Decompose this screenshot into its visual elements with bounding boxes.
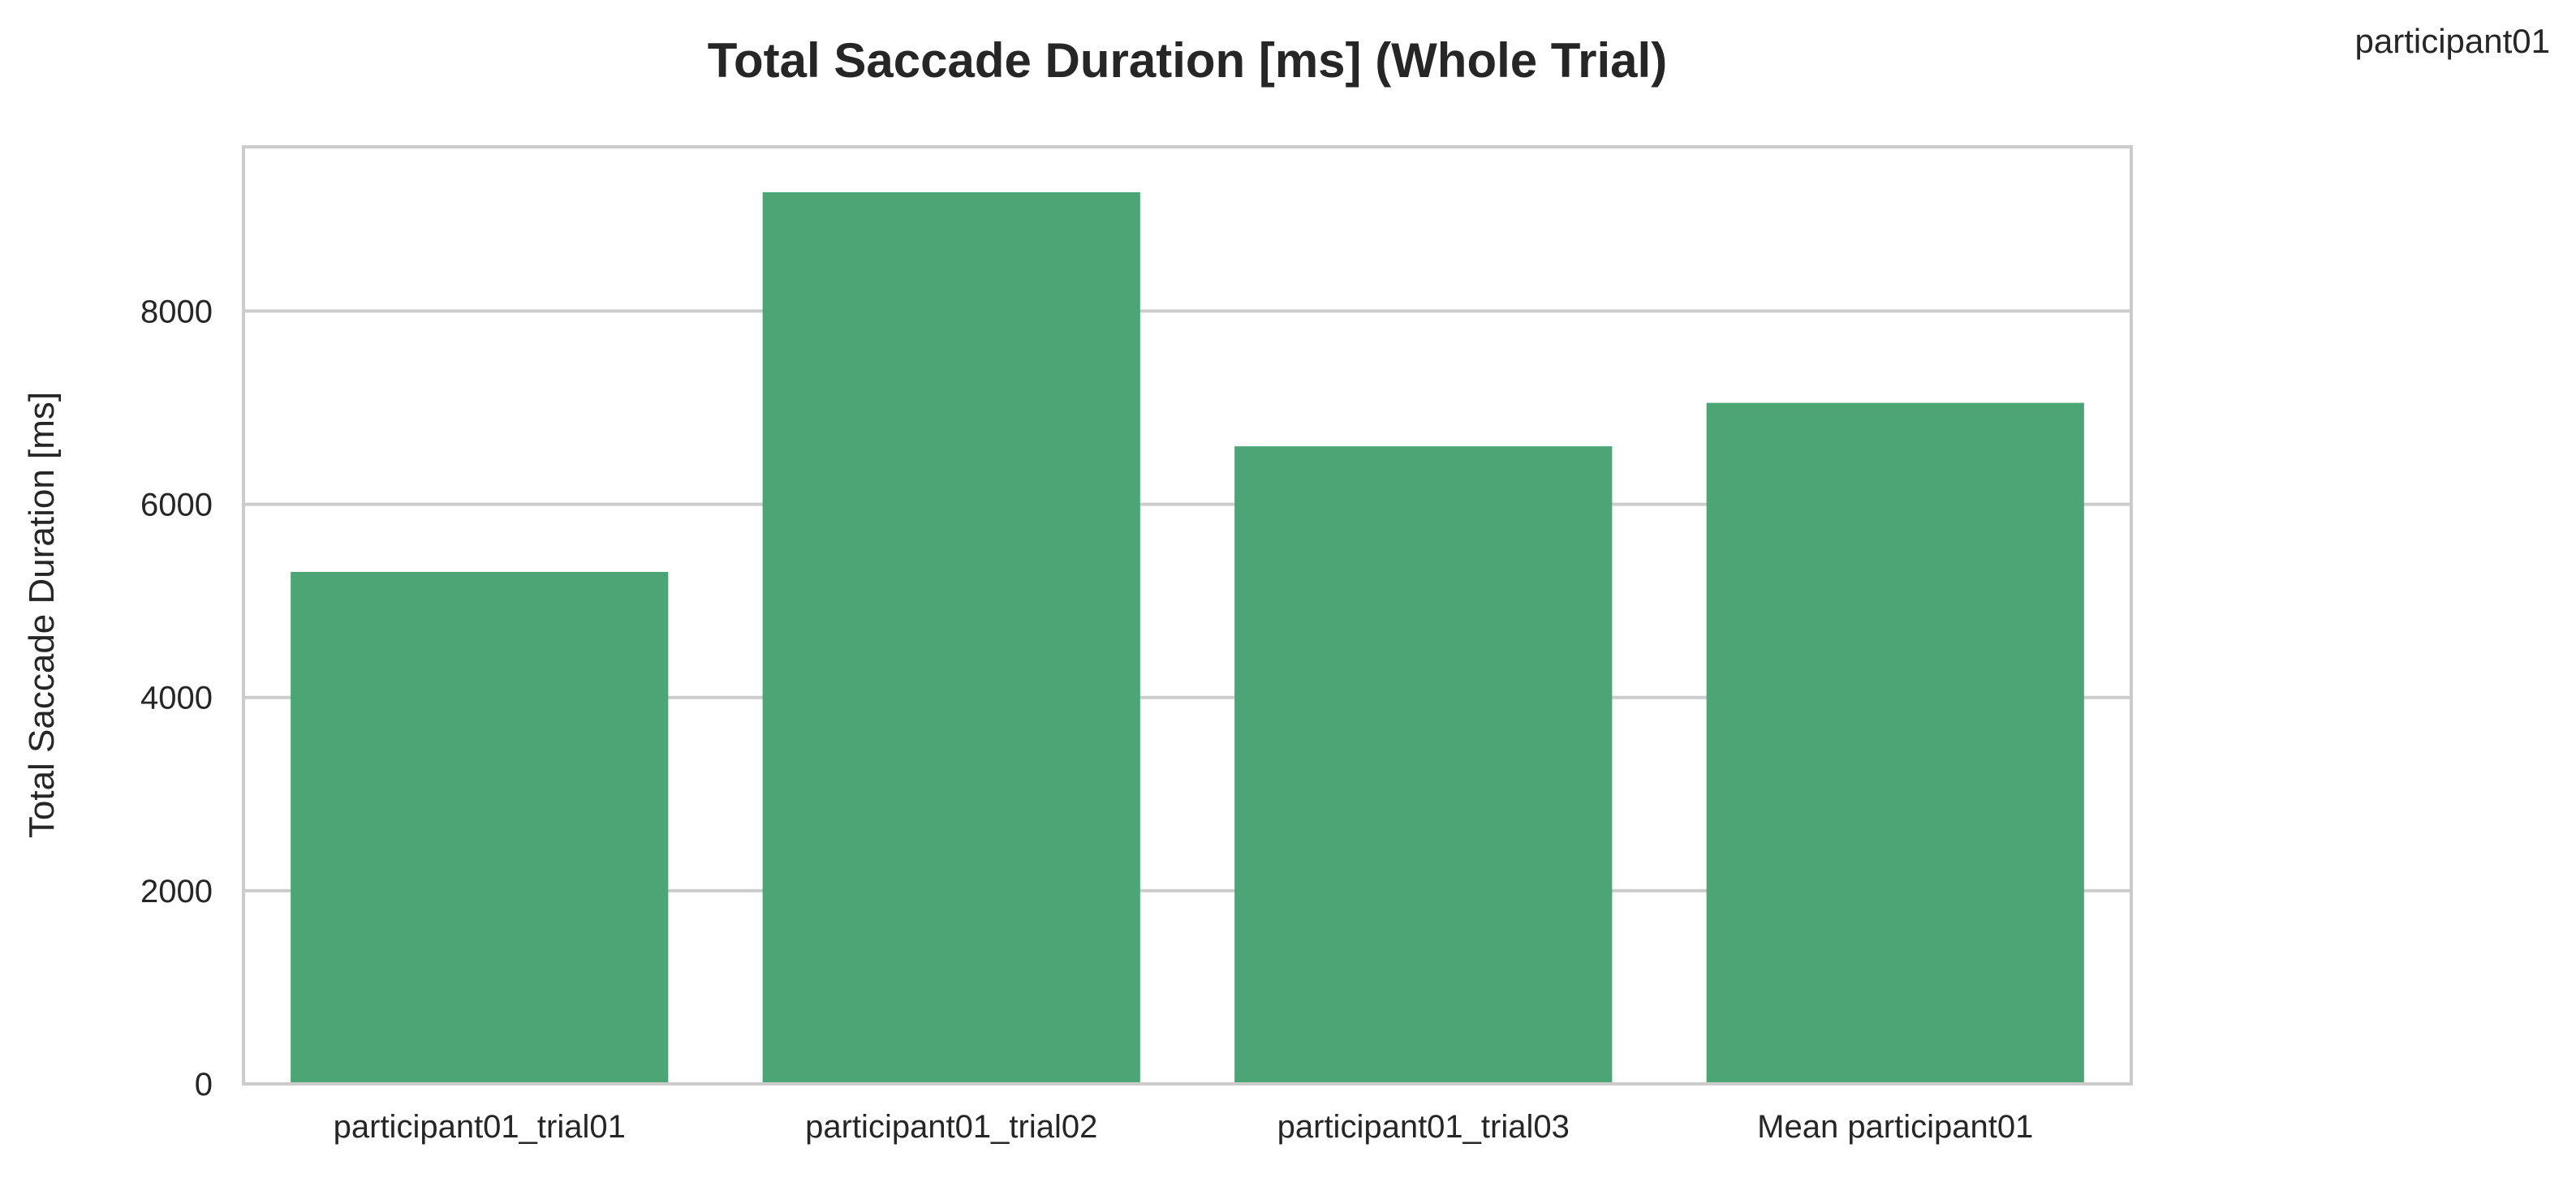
legend-label: participant01 — [2355, 22, 2551, 60]
y-tick-label: 0 — [195, 1067, 213, 1103]
bar-2 — [762, 191, 1140, 1085]
x-tick-label: Mean participant01 — [1757, 1109, 2033, 1145]
chart-title: Total Saccade Duration [ms] (Whole Trial… — [708, 33, 1667, 88]
y-axis-label: Total Saccade Duration [ms] — [22, 392, 62, 838]
bar-3 — [1234, 446, 1613, 1084]
bar-1 — [291, 571, 669, 1084]
y-tick-label: 6000 — [140, 488, 213, 523]
plot-frame — [242, 145, 2133, 1086]
bars-layer — [291, 191, 2084, 1085]
ticks-layer: 0 2000 4000 6000 8000 participant01_trial01 pa… — [140, 294, 2033, 1145]
y-tick-label: 2000 — [140, 874, 213, 909]
x-tick-label: participant01_trial01 — [334, 1109, 626, 1145]
x-tick-label: participant01_trial02 — [805, 1109, 1097, 1145]
bar-4 — [1706, 402, 2084, 1084]
y-tick-label: 8000 — [140, 294, 213, 329]
y-tick-label: 4000 — [140, 681, 213, 716]
x-tick-label: participant01_trial03 — [1277, 1109, 1570, 1145]
